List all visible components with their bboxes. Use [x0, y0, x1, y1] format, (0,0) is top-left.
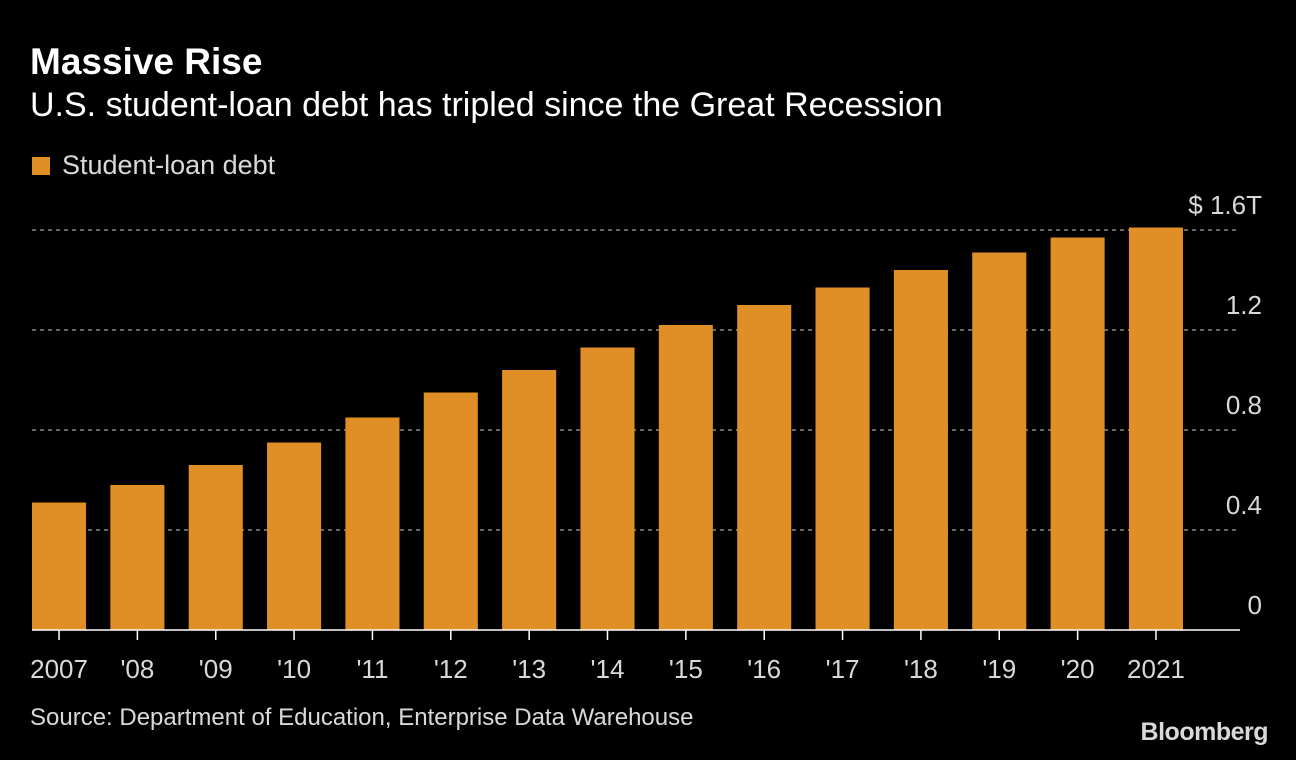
- x-tick-label: '13: [512, 654, 546, 684]
- bar: [893, 270, 948, 630]
- bar: [658, 325, 713, 630]
- x-tick-label: '17: [826, 654, 860, 684]
- source-note: Source: Department of Education, Enterpr…: [30, 704, 694, 731]
- x-tick-label: '10: [277, 654, 311, 684]
- bar: [1050, 237, 1105, 630]
- chart-subtitle: U.S. student-loan debt has tripled since…: [30, 86, 943, 124]
- bloomberg-logo: Bloomberg: [1140, 718, 1269, 746]
- y-tick-label: 0.8: [1226, 390, 1262, 420]
- x-tick-label: '14: [591, 654, 625, 684]
- legend-label: Student-loan debt: [62, 150, 276, 180]
- bar: [972, 252, 1027, 630]
- bar: [737, 305, 792, 630]
- bar: [580, 347, 635, 630]
- x-tick-label: 2007: [30, 654, 88, 684]
- y-tick-label: 0: [1248, 590, 1262, 620]
- x-tick-label: '20: [1061, 654, 1095, 684]
- chart-title: Massive Rise: [30, 41, 263, 82]
- y-tick-label: 0.4: [1226, 490, 1262, 520]
- bar: [1128, 227, 1183, 630]
- x-tick-label: '16: [747, 654, 781, 684]
- x-tick-label: '18: [904, 654, 938, 684]
- bar: [815, 287, 870, 630]
- bar: [110, 485, 165, 630]
- legend-swatch: [32, 156, 50, 175]
- bar: [423, 392, 478, 630]
- bar-chart: $ 1.6T 1.2 0.8 0.4 0 2007 '08 '09 '10 '11 '12 '13 '1…: [30, 190, 1262, 684]
- bar: [188, 465, 243, 630]
- x-tick-label: '15: [669, 654, 703, 684]
- y-tick-label: $ 1.6T: [1188, 190, 1262, 220]
- x-tick-label: '08: [120, 654, 154, 684]
- x-tick-label: '11: [356, 654, 388, 684]
- x-tick-label: '19: [982, 654, 1016, 684]
- bar: [345, 417, 400, 630]
- bar: [502, 370, 557, 630]
- x-tick-label: 2021: [1127, 654, 1185, 684]
- x-tick-label: '12: [434, 654, 468, 684]
- y-tick-label: 1.2: [1226, 290, 1262, 320]
- bar: [32, 502, 87, 630]
- x-tick-label: '09: [199, 654, 233, 684]
- legend: Student-loan debt: [32, 150, 275, 181]
- bar: [267, 442, 322, 630]
